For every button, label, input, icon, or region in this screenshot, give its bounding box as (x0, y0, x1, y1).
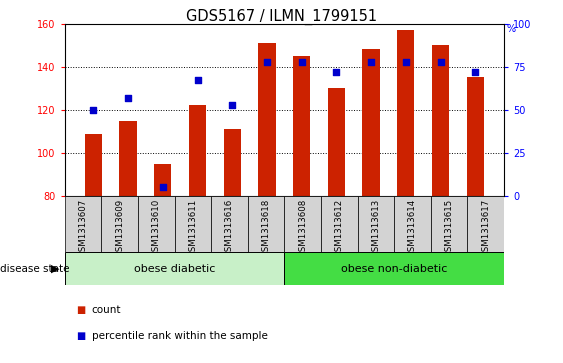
Text: percentile rank within the sample: percentile rank within the sample (92, 331, 267, 341)
Bar (248, 196, 284, 252)
Point (262, 58, 271, 64)
Text: %: % (507, 24, 516, 34)
Bar (432, 45, 449, 196)
Bar (138, 196, 175, 252)
Point (471, 69, 480, 75)
Text: GSM1313609: GSM1313609 (115, 199, 124, 257)
Point (124, 95, 133, 101)
Text: disease state: disease state (0, 264, 69, 274)
Text: GSM1313613: GSM1313613 (372, 199, 380, 257)
Text: ▶: ▶ (51, 264, 59, 274)
Bar (175, 196, 211, 252)
Bar (65, 252, 284, 285)
Text: GSM1313608: GSM1313608 (298, 199, 307, 257)
Bar (328, 88, 345, 196)
Bar (154, 164, 172, 196)
Bar (467, 196, 504, 252)
Bar (431, 196, 467, 252)
Text: GDS5167 / ILMN_1799151: GDS5167 / ILMN_1799151 (186, 9, 377, 25)
Bar (101, 196, 138, 252)
Point (297, 58, 306, 64)
Text: GSM1313611: GSM1313611 (189, 199, 197, 257)
Bar (284, 196, 321, 252)
Point (332, 69, 341, 75)
Bar (189, 106, 206, 196)
Bar (363, 49, 380, 196)
Bar (258, 43, 276, 196)
Text: GSM1313618: GSM1313618 (262, 199, 270, 257)
Text: GSM1313617: GSM1313617 (481, 199, 490, 257)
Text: ■: ■ (76, 305, 85, 315)
Text: GSM1313616: GSM1313616 (225, 199, 234, 257)
Text: GSM1313612: GSM1313612 (335, 199, 343, 257)
Point (228, 102, 237, 107)
Bar (84, 134, 102, 196)
Bar (467, 77, 484, 196)
Text: ■: ■ (76, 331, 85, 341)
Point (401, 58, 410, 64)
Text: count: count (92, 305, 121, 315)
Bar (224, 129, 241, 196)
Text: GSM1313610: GSM1313610 (152, 199, 160, 257)
Bar (284, 252, 504, 285)
Point (367, 58, 376, 64)
Text: GSM1313615: GSM1313615 (445, 199, 453, 257)
Bar (358, 196, 394, 252)
Text: obese diabetic: obese diabetic (134, 264, 215, 274)
Text: GSM1313607: GSM1313607 (79, 199, 87, 257)
Bar (211, 196, 248, 252)
Text: GSM1313614: GSM1313614 (408, 199, 417, 257)
Bar (293, 56, 310, 196)
Bar (119, 121, 137, 196)
Bar (394, 196, 431, 252)
Point (436, 58, 445, 64)
Bar (397, 30, 414, 196)
Point (89, 107, 98, 113)
Bar (65, 196, 101, 252)
Point (158, 184, 167, 190)
Point (193, 78, 202, 83)
Bar (321, 196, 358, 252)
Text: obese non-diabetic: obese non-diabetic (341, 264, 447, 274)
